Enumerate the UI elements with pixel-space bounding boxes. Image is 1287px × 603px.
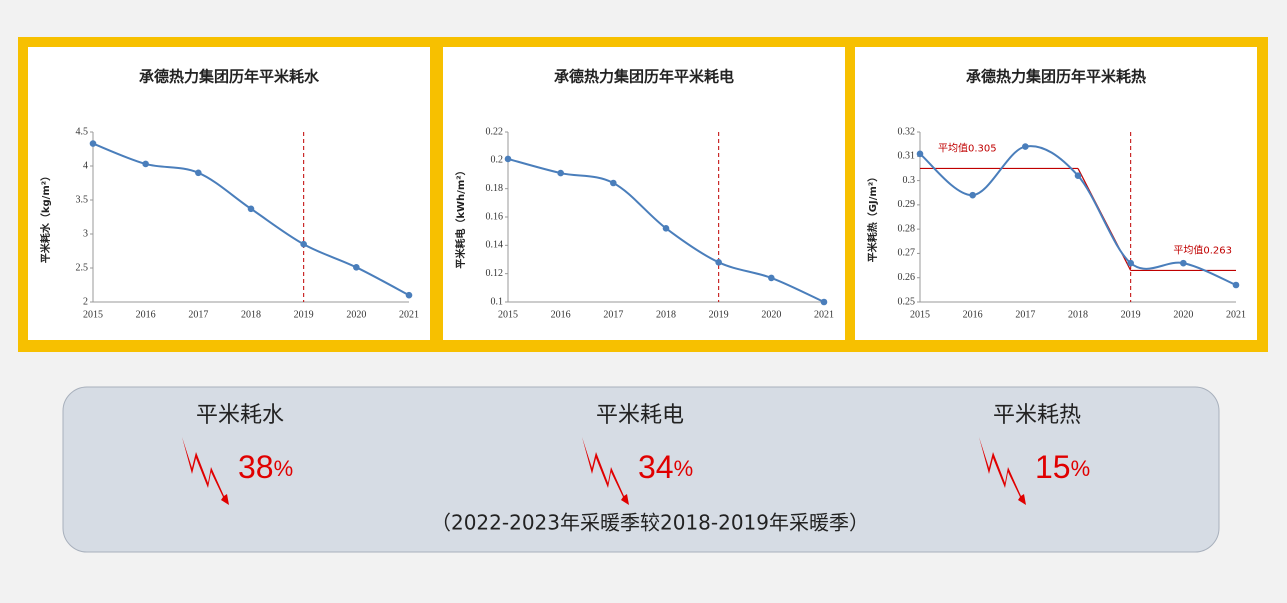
x-tick-label: 2021	[814, 309, 834, 320]
percent-unit: %	[674, 456, 694, 481]
y-tick-label: 0.12	[486, 268, 504, 279]
y-tick-label: 0.25	[898, 296, 916, 307]
summary-note: （2022-2023年采暖季较2018-2019年采暖季）	[431, 511, 869, 535]
y-tick-label: 0.14	[486, 240, 504, 251]
data-point	[557, 169, 564, 177]
data-point	[1022, 143, 1029, 150]
y-axis-label: 平米耗水（kg/m²）	[39, 171, 52, 263]
x-tick-label: 2018	[656, 309, 676, 320]
x-tick-label: 2019	[709, 309, 729, 320]
data-point	[768, 274, 775, 282]
percent-unit: %	[274, 456, 294, 481]
y-tick-label: 3	[83, 228, 88, 239]
data-point	[353, 264, 360, 271]
data-point	[1127, 259, 1134, 267]
y-tick-label: 0.32	[898, 126, 916, 137]
data-point	[300, 240, 307, 248]
y-tick-label: 0.3	[903, 175, 916, 186]
percent-unit: %	[1071, 456, 1091, 481]
data-point	[1180, 259, 1187, 267]
x-tick-label: 2020	[761, 309, 781, 320]
percent-value: 15	[1035, 449, 1071, 485]
x-tick-label: 2015	[910, 309, 930, 320]
x-tick-label: 2015	[83, 309, 103, 320]
chart-title: 承德热力集团历年平米耗热	[966, 68, 1146, 86]
summary-value: 38%	[238, 449, 293, 485]
x-tick-label: 2017	[1015, 309, 1035, 320]
data-point	[715, 259, 722, 266]
x-tick-label: 2018	[241, 309, 261, 320]
x-tick-label: 2021	[1226, 309, 1246, 320]
chart-title: 承德热力集团历年平米耗水	[139, 68, 320, 86]
x-tick-label: 2021	[399, 309, 419, 320]
y-tick-label: 0.26	[898, 272, 916, 283]
percent-value: 34	[638, 449, 674, 485]
y-tick-label: 0.2	[491, 155, 504, 166]
y-tick-label: 0.28	[898, 223, 916, 234]
data-point	[89, 140, 97, 147]
x-tick-label: 2016	[551, 309, 571, 320]
summary-label: 平米耗热	[993, 403, 1081, 428]
y-tick-label: 0.27	[898, 248, 916, 259]
panel-background	[443, 47, 845, 340]
y-tick-label: 2	[83, 296, 88, 307]
summary-value: 15%	[1035, 449, 1090, 485]
x-tick-label: 2020	[1173, 309, 1193, 320]
data-point	[662, 225, 670, 232]
y-tick-label: 4	[83, 160, 88, 171]
average-label: 平均值0.263	[1173, 243, 1232, 256]
chart-title: 承德热力集团历年平米耗电	[554, 68, 734, 86]
y-tick-label: 2.5	[76, 262, 89, 273]
x-tick-label: 2017	[188, 309, 208, 320]
panel-background	[855, 47, 1257, 340]
x-tick-label: 2017	[603, 309, 623, 320]
x-tick-label: 2019	[1121, 309, 1141, 320]
decrease-arrow	[182, 437, 229, 505]
data-point	[820, 298, 828, 306]
data-point	[142, 160, 149, 168]
y-tick-label: 0.16	[486, 211, 504, 222]
data-point	[1074, 172, 1082, 180]
y-tick-label: 3.5	[76, 194, 89, 205]
percent-value: 38	[238, 449, 274, 485]
y-tick-label: 0.29	[898, 199, 916, 210]
x-tick-label: 2018	[1068, 309, 1088, 320]
y-tick-label: 0.18	[486, 183, 504, 194]
summary-value: 34%	[638, 449, 693, 485]
summary-label: 平米耗电	[596, 403, 684, 428]
x-tick-label: 2020	[346, 309, 366, 320]
data-point	[916, 150, 924, 158]
y-tick-label: 4.5	[76, 126, 89, 137]
data-point	[1232, 281, 1240, 289]
data-point	[247, 205, 255, 213]
y-axis-label: 平米耗热（GJ/m²）	[866, 172, 879, 262]
average-label: 平均值0.305	[938, 141, 997, 154]
data-point	[610, 179, 617, 187]
summary-label: 平米耗水	[196, 403, 284, 428]
decrease-arrow	[582, 437, 629, 505]
summary-panel	[62, 386, 1220, 553]
data-point	[405, 291, 413, 299]
y-tick-label: 0.31	[898, 151, 916, 162]
y-tick-label: 0.22	[486, 126, 504, 137]
data-point	[969, 191, 976, 199]
x-tick-label: 2015	[498, 309, 518, 320]
y-axis-label: 平米耗电（kWh/m²）	[454, 165, 467, 268]
data-point	[195, 169, 202, 177]
x-tick-label: 2016	[963, 309, 983, 320]
y-tick-label: 0.1	[491, 296, 504, 307]
x-tick-label: 2019	[294, 309, 314, 320]
x-tick-label: 2016	[136, 309, 156, 320]
data-point	[504, 155, 512, 163]
decrease-arrow	[979, 437, 1026, 505]
